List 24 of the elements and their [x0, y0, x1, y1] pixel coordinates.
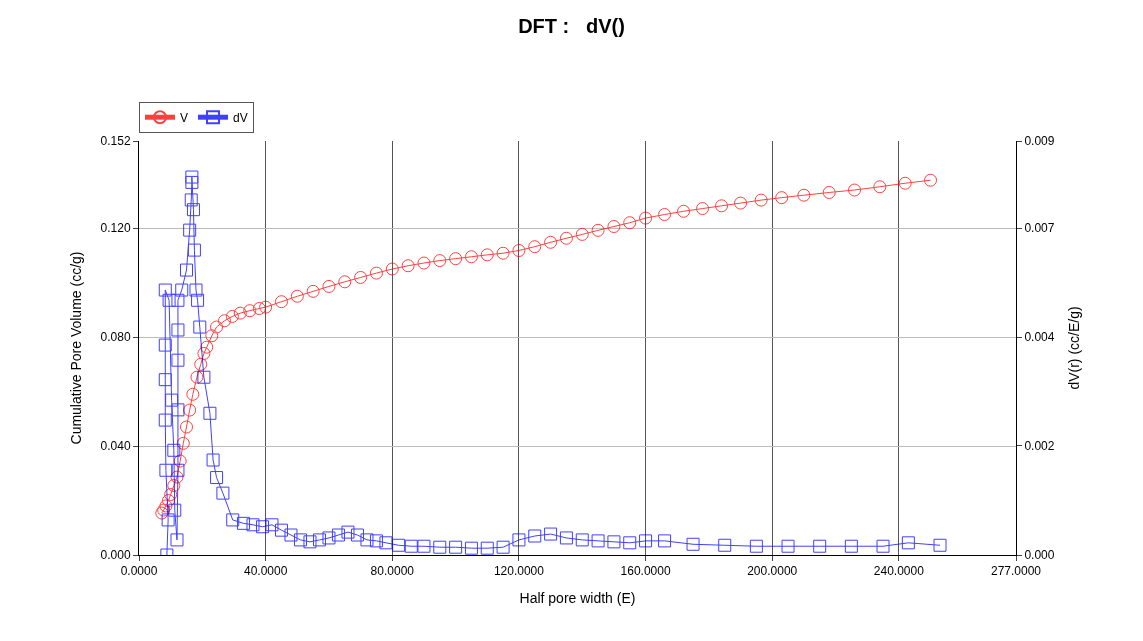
- y2-axis-title: dV(r) (cc/E/g): [1066, 306, 1083, 390]
- x-tick-label: 240.0000: [873, 564, 925, 579]
- y-tick-label: 0.152: [100, 134, 131, 149]
- x-tick-label: 0.0000: [120, 564, 158, 579]
- y2-tick-label: 0.007: [1024, 221, 1055, 236]
- legend-label: V: [180, 110, 189, 125]
- x-tick-label: 80.0000: [370, 564, 415, 579]
- x-tick-label: 200.0000: [747, 564, 798, 579]
- chart-title: DFT : dV(): [518, 15, 625, 38]
- legend-label: dV: [233, 110, 248, 125]
- y2-tick-label: 0.000: [1024, 548, 1055, 563]
- x-tick-label: 277.0000: [990, 564, 1042, 579]
- y2-tick-label: 0.004: [1024, 330, 1055, 345]
- y-tick-label: 0.080: [100, 330, 131, 345]
- x-tick-label: 40.0000: [243, 564, 288, 579]
- y-axis-title: Cumulative Pore Volume (cc/g): [68, 251, 85, 445]
- x-tick-label: 160.0000: [620, 564, 671, 579]
- y-tick-label: 0.120: [100, 221, 131, 236]
- y2-tick-label: 0.002: [1024, 439, 1055, 454]
- y-tick-label: 0.000: [100, 548, 131, 563]
- x-axis-title: Half pore width (E): [519, 589, 636, 606]
- x-tick-label: 120.0000: [493, 564, 545, 579]
- y2-tick-label: 0.009: [1024, 134, 1055, 149]
- y-tick-label: 0.040: [100, 439, 131, 454]
